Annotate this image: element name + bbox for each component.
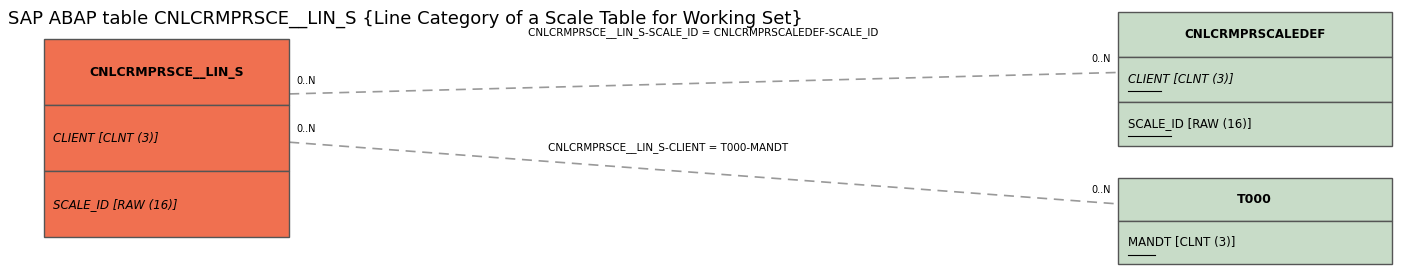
Bar xyxy=(44,171,290,237)
Text: 0..N: 0..N xyxy=(297,124,315,134)
Bar xyxy=(44,39,290,105)
Text: SAP ABAP table CNLCRMPRSCE__LIN_S {Line Category of a Scale Table for Working Se: SAP ABAP table CNLCRMPRSCE__LIN_S {Line … xyxy=(8,9,803,28)
Text: MANDT [CLNT (3)]: MANDT [CLNT (3)] xyxy=(1127,236,1235,249)
Text: CNLCRMPRSCE__LIN_S-CLIENT = T000-MANDT: CNLCRMPRSCE__LIN_S-CLIENT = T000-MANDT xyxy=(549,142,788,153)
Text: 0..N: 0..N xyxy=(1092,185,1110,195)
Bar xyxy=(1117,12,1392,57)
Text: T000: T000 xyxy=(1237,193,1272,207)
Bar xyxy=(1117,221,1392,264)
Bar xyxy=(44,105,290,171)
Text: CLIENT [CLNT (3)]: CLIENT [CLNT (3)] xyxy=(53,132,159,145)
Text: CLIENT [CLNT (3)]: CLIENT [CLNT (3)] xyxy=(1127,73,1233,86)
Text: CNLCRMPRSCE__LIN_S-SCALE_ID = CNLCRMPRSCALEDEF-SCALE_ID: CNLCRMPRSCE__LIN_S-SCALE_ID = CNLCRMPRSC… xyxy=(528,27,879,38)
Text: CNLCRMPRSCE__LIN_S: CNLCRMPRSCE__LIN_S xyxy=(89,66,243,79)
Bar xyxy=(1117,102,1392,146)
Text: 0..N: 0..N xyxy=(1092,54,1110,64)
Text: CNLCRMPRSCALEDEF: CNLCRMPRSCALEDEF xyxy=(1185,28,1325,41)
Text: SCALE_ID [RAW (16)]: SCALE_ID [RAW (16)] xyxy=(1127,117,1251,130)
Bar xyxy=(1117,57,1392,102)
Bar xyxy=(1117,178,1392,221)
Text: SCALE_ID [RAW (16)]: SCALE_ID [RAW (16)] xyxy=(53,198,177,211)
Text: 0..N: 0..N xyxy=(297,76,315,86)
